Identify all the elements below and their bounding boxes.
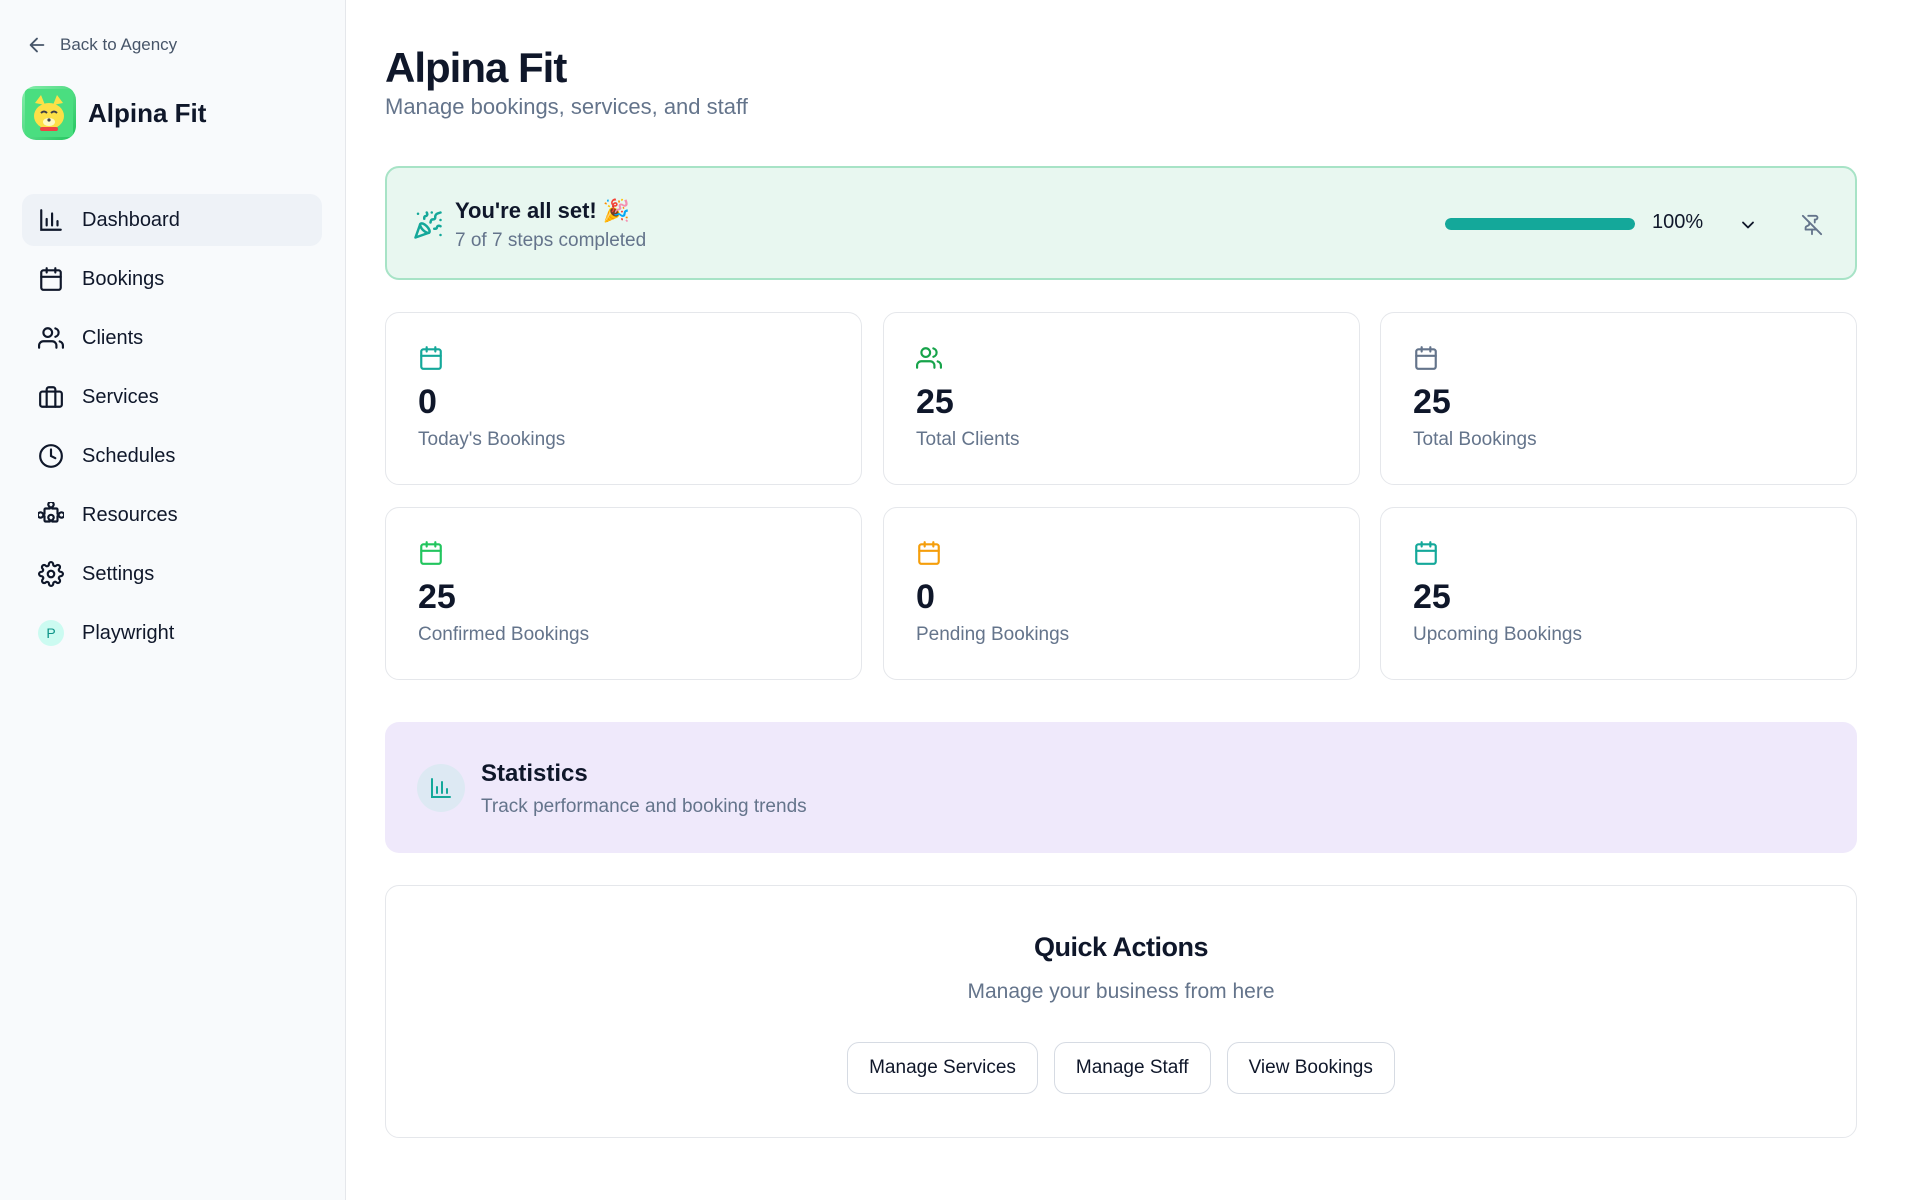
bar-chart-icon — [40, 209, 62, 231]
users-icon — [916, 347, 942, 369]
sidebar-item-label: Services — [82, 385, 159, 408]
clock-icon — [39, 444, 63, 468]
pin-off-icon — [1801, 214, 1823, 236]
sidebar-item-label: Bookings — [82, 267, 165, 290]
statistics-icon-wrap — [417, 764, 465, 812]
users-icon — [38, 327, 64, 349]
quick-actions-title: Quick Actions — [1033, 932, 1209, 962]
setup-progress-banner: You're all set! 🎉 7 of 7 steps completed… — [385, 166, 1857, 280]
sidebar-item-clients[interactable]: Clients — [22, 312, 322, 364]
sidebar-item-label: Schedules — [82, 444, 176, 467]
manage-services-button[interactable]: Manage Services — [847, 1042, 1038, 1094]
brand: Alpina Fit — [22, 86, 206, 140]
stat-label: Upcoming Bookings — [1413, 624, 1582, 645]
sidebar-item-label: Dashboard — [82, 208, 180, 231]
sidebar-item-label: Playwright — [82, 621, 175, 644]
sidebar-item-dashboard[interactable]: Dashboard — [22, 194, 322, 246]
page-subtitle: Manage bookings, services, and staff — [385, 94, 748, 119]
expand-setup-button[interactable] — [1733, 210, 1763, 240]
back-to-agency-link[interactable]: Back to Agency — [26, 32, 177, 58]
quick-actions-buttons: Manage Services Manage Staff View Bookin… — [386, 1042, 1856, 1094]
stat-card-todays-bookings[interactable]: 0 Today's Bookings — [385, 312, 862, 485]
stat-value: 25 — [418, 578, 456, 616]
sidebar-item-services[interactable]: Services — [22, 371, 322, 423]
puzzle-icon — [38, 502, 64, 523]
arrow-left-icon — [29, 37, 45, 53]
stat-card-total-clients[interactable]: 25 Total Clients — [883, 312, 1360, 485]
back-label: Back to Agency — [60, 35, 178, 54]
stat-label: Confirmed Bookings — [418, 624, 590, 645]
stat-value: 25 — [1413, 578, 1451, 616]
setup-progress-bar — [1445, 218, 1635, 230]
stat-value: 0 — [418, 383, 437, 421]
chevron-down-icon — [1742, 221, 1754, 229]
sidebar-nav: Dashboard Bookings Clients Services Sche… — [22, 194, 322, 666]
quick-actions-card: Quick Actions Manage your business from … — [385, 885, 1857, 1138]
brand-logo — [22, 86, 76, 140]
stat-label: Total Bookings — [1413, 429, 1537, 450]
stat-card-pending-bookings[interactable]: 0 Pending Bookings — [883, 507, 1360, 680]
party-popper-icon — [414, 211, 442, 239]
calendar-icon — [918, 541, 940, 565]
sidebar-item-settings[interactable]: Settings — [22, 548, 322, 600]
sidebar: Back to Agency Alpina Fit Dashboard — [0, 0, 346, 1200]
avatar: P — [38, 620, 64, 646]
bar-chart-icon — [431, 778, 451, 798]
sidebar-item-label: Settings — [82, 562, 155, 585]
sidebar-item-bookings[interactable]: Bookings — [22, 253, 322, 305]
brand-name: Alpina Fit — [88, 97, 207, 128]
sidebar-item-label: Resources — [82, 503, 178, 526]
calendar-icon — [1415, 541, 1437, 565]
stat-label: Pending Bookings — [916, 624, 1070, 645]
stat-value: 25 — [1413, 383, 1451, 421]
quick-actions-subtitle: Manage your business from here — [967, 980, 1275, 1003]
sidebar-item-schedules[interactable]: Schedules — [22, 430, 322, 482]
page-title: Alpina Fit — [385, 44, 567, 91]
stat-value: 25 — [916, 383, 954, 421]
setup-progress-label: 100% — [1652, 211, 1704, 233]
view-bookings-button[interactable]: View Bookings — [1226, 1042, 1395, 1094]
unpin-setup-button[interactable] — [1797, 210, 1827, 240]
manage-staff-button[interactable]: Manage Staff — [1053, 1042, 1211, 1094]
statistics-title: Statistics — [481, 760, 588, 787]
setup-progress-fill — [1445, 218, 1635, 230]
sidebar-item-resources[interactable]: Resources — [22, 489, 322, 541]
stat-card-confirmed-bookings[interactable]: 25 Confirmed Bookings — [385, 507, 862, 680]
stat-label: Total Clients — [916, 429, 1020, 450]
stat-value: 0 — [916, 578, 935, 616]
statistics-card[interactable]: Statistics Track performance and booking… — [385, 722, 1857, 853]
stat-card-upcoming-bookings[interactable]: 25 Upcoming Bookings — [1380, 507, 1857, 680]
stat-card-total-bookings[interactable]: 25 Total Bookings — [1380, 312, 1857, 485]
sidebar-item-playwright[interactable]: P Playwright — [22, 607, 322, 659]
setup-title: You're all set! 🎉 — [455, 198, 631, 223]
calendar-icon — [420, 541, 442, 565]
calendar-icon — [420, 346, 442, 370]
gear-icon — [38, 561, 64, 587]
calendar-icon — [1415, 346, 1437, 370]
stat-label: Today's Bookings — [418, 429, 566, 450]
sidebar-item-label: Clients — [82, 326, 144, 349]
setup-subtitle: 7 of 7 steps completed — [455, 230, 647, 251]
statistics-subtitle: Track performance and booking trends — [481, 796, 807, 817]
calendar-icon — [40, 267, 62, 291]
briefcase-icon — [39, 386, 63, 408]
